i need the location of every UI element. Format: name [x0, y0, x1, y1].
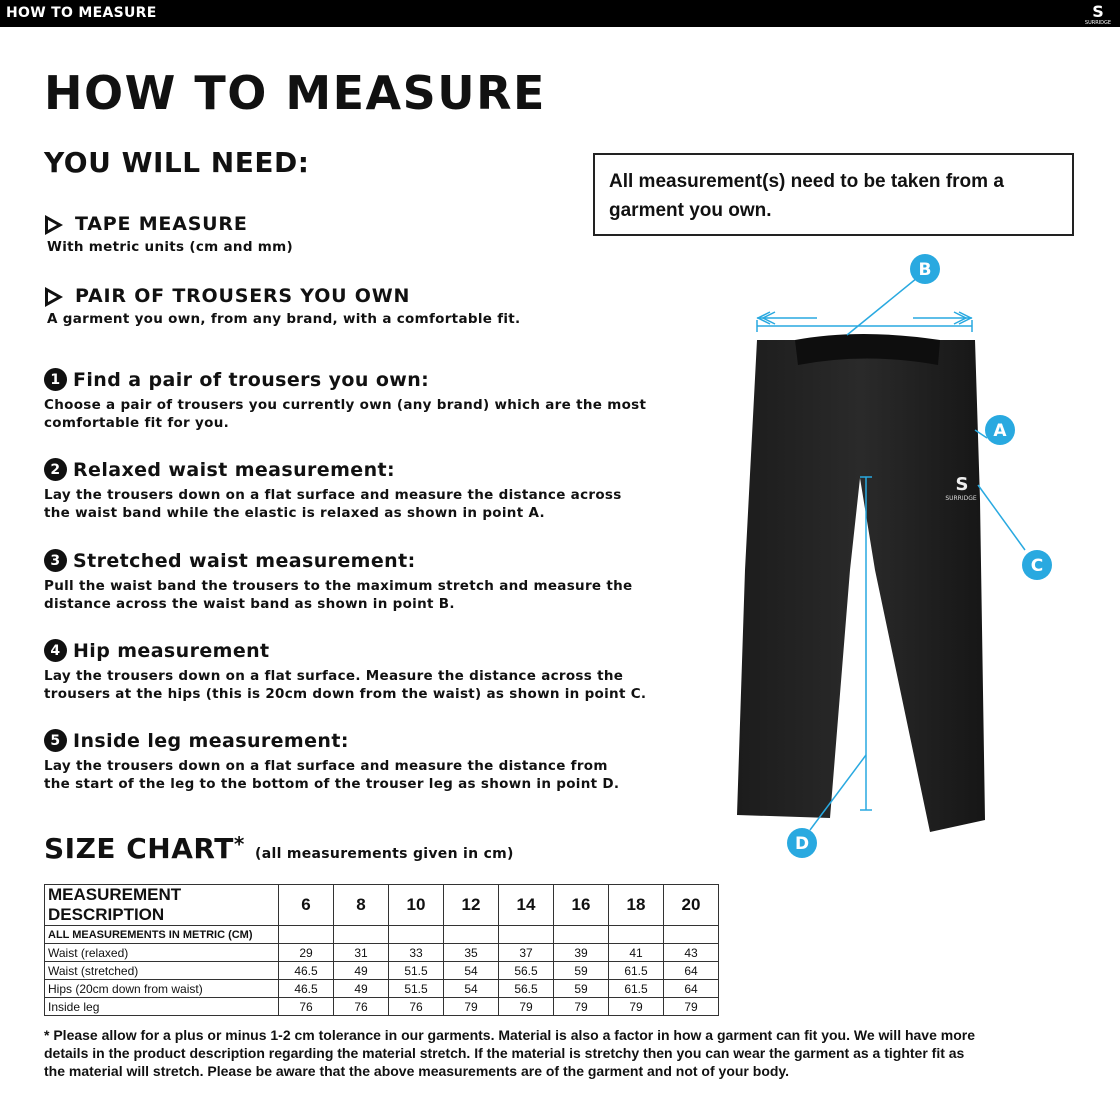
topbar-title: HOW TO MEASURE: [6, 5, 157, 21]
trousers-image: [737, 340, 985, 832]
point-a-badge: [985, 415, 1015, 445]
need-item-desc: With metric units (cm and mm): [47, 239, 294, 255]
table-row: Inside leg 76 76 76 79 79 79 79 79: [44, 997, 719, 1016]
step-number-icon: 3: [44, 549, 67, 572]
svg-text:SURRIDGE: SURRIDGE: [945, 495, 977, 502]
triangle-bullet-icon: [45, 287, 63, 307]
step-number-icon: 5: [44, 729, 67, 752]
step-title: 4 Hip measurement: [44, 639, 270, 662]
need-item-desc: A garment you own, from any brand, with …: [47, 311, 521, 327]
table-row: ALL MEASUREMENTS IN METRIC (CM): [44, 925, 719, 944]
step-title: 3 Stretched waist measurement:: [44, 549, 416, 572]
point-c-label: C: [1031, 556, 1043, 576]
size-chart-table: MEASUREMENT DESCRIPTION 6 8 10 12 14 16 18 20 ALL…: [44, 884, 719, 1016]
point-b-badge: [910, 254, 940, 284]
step-desc: Choose a pair of trousers you currently …: [44, 397, 647, 431]
step-desc: Pull the waist band the trousers to the …: [44, 578, 633, 612]
step-desc: Lay the trousers down on a flat surface …: [44, 487, 622, 521]
need-item-title: TAPE MEASURE: [75, 213, 248, 235]
svg-text:S: S: [956, 474, 969, 495]
page-title: HOW TO MEASURE: [44, 66, 546, 120]
size-chart-title: SIZE CHART* (all measurements given in c…: [44, 832, 514, 865]
point-d-badge: [787, 828, 817, 858]
step-number-icon: 2: [44, 458, 67, 481]
point-b-label: B: [919, 260, 932, 280]
footnote: * Please allow for a plus or minus 1-2 c…: [44, 1027, 976, 1079]
table-row: Waist (stretched) 46.5 49 51.5 54 56.5 59 61.5 6…: [44, 961, 719, 980]
you-will-need-heading: YOU WILL NEED:: [44, 146, 310, 179]
step-number-icon: 4: [44, 639, 67, 662]
step-title: 1 Find a pair of trousers you own:: [44, 368, 429, 391]
step-desc: Lay the trousers down on a flat surface.…: [44, 668, 647, 702]
note-box: All measurement(s) need to be taken from…: [593, 153, 1074, 236]
step-number-icon: 1: [44, 368, 67, 391]
table-row: Waist (relaxed) 29 31 33 35 37 39 41 43: [44, 943, 719, 962]
point-c-badge: [1022, 550, 1052, 580]
need-item-title: PAIR OF TROUSERS YOU OWN: [75, 285, 411, 307]
table-row: Hips (20cm down from waist) 46.5 49 51.5 54 5…: [44, 979, 719, 998]
svg-text:SURRIDGE: SURRIDGE: [1085, 20, 1111, 26]
surridge-logo: S SURRIDGE: [1085, 2, 1111, 26]
point-d-label: D: [795, 834, 809, 854]
step-title: 2 Relaxed waist measurement:: [44, 458, 395, 481]
svg-text:S: S: [1092, 2, 1104, 21]
triangle-bullet-icon: [45, 215, 63, 235]
step-title: 5 Inside leg measurement:: [44, 729, 349, 752]
top-bar: HOW TO MEASURE S SURRIDGE: [0, 0, 1120, 27]
table-header-row: MEASUREMENT DESCRIPTION 6 8 10 12 14 16 18 20: [44, 884, 719, 926]
step-desc: Lay the trousers down on a flat surface …: [44, 758, 620, 792]
point-a-label: A: [993, 421, 1007, 441]
